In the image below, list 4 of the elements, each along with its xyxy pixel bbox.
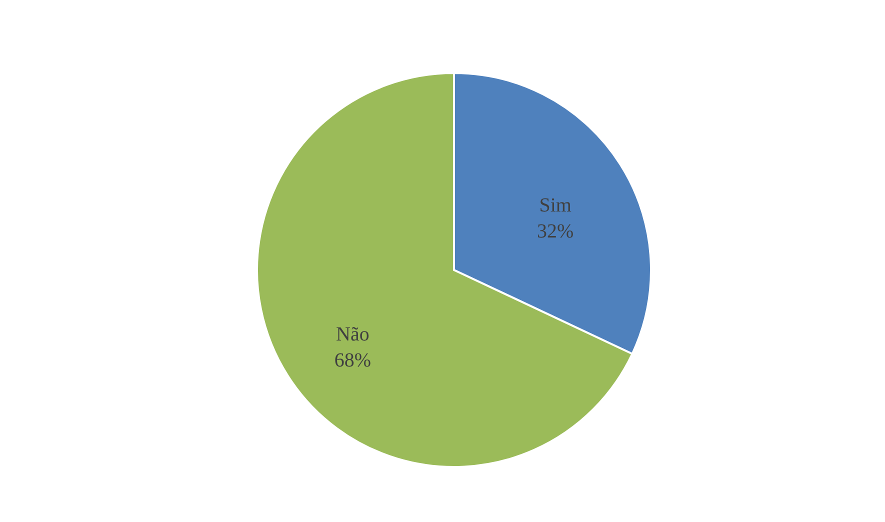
data-label: 32% xyxy=(536,220,574,243)
slice-label: Não xyxy=(336,323,370,346)
data-label: 68% xyxy=(334,349,372,372)
slice-label: Sim xyxy=(539,194,572,217)
